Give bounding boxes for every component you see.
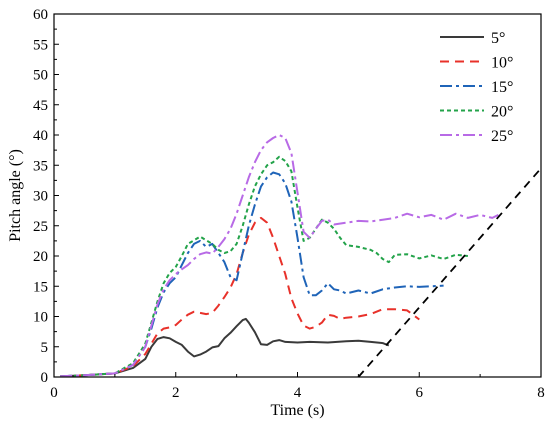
series-line-1 <box>60 317 390 378</box>
plot-frame <box>53 13 542 378</box>
y-tick-label: 35 <box>33 158 48 174</box>
y-tick-label: 40 <box>33 128 48 144</box>
series-line-3 <box>60 171 444 378</box>
x-axis-title: Time (s) <box>270 402 324 419</box>
legend-label: 5° <box>491 30 505 47</box>
legend: 5° 10° 15° 20° 25° <box>440 30 513 145</box>
x-axis-ticks: 0 2 4 6 8 <box>50 372 545 401</box>
legend-label: 25° <box>491 128 513 145</box>
x-tick-label: 8 <box>537 385 545 401</box>
y-tick-label: 15 <box>33 279 48 295</box>
series-lines <box>60 134 542 378</box>
y-tick-label: 60 <box>33 7 48 23</box>
legend-label: 15° <box>491 79 513 96</box>
x-tick-label: 4 <box>294 385 302 401</box>
y-tick-label: 25 <box>33 219 48 235</box>
y-tick-label: 45 <box>33 98 48 114</box>
series-line-2 <box>60 216 420 378</box>
reference-dashed-line <box>357 167 542 378</box>
y-tick-label: 0 <box>41 370 49 386</box>
x-tick-label: 6 <box>416 385 424 401</box>
legend-label: 10° <box>491 55 513 72</box>
y-axis-title: Pitch angle (°) <box>7 149 24 242</box>
y-tick-label: 20 <box>33 249 48 265</box>
y-axis-ticks: 0 5 10 15 20 25 30 35 40 45 50 55 60 <box>33 7 59 386</box>
x-tick-label: 0 <box>50 385 58 401</box>
series-line-4 <box>60 155 468 378</box>
y-tick-label: 55 <box>33 37 48 53</box>
legend-label: 20° <box>491 104 513 121</box>
y-tick-label: 10 <box>33 310 48 326</box>
x-tick-label: 2 <box>172 385 180 401</box>
y-tick-label: 30 <box>33 189 48 205</box>
series-line-5 <box>60 134 499 378</box>
y-tick-label: 5 <box>41 340 49 356</box>
y-tick-label: 50 <box>33 68 48 84</box>
